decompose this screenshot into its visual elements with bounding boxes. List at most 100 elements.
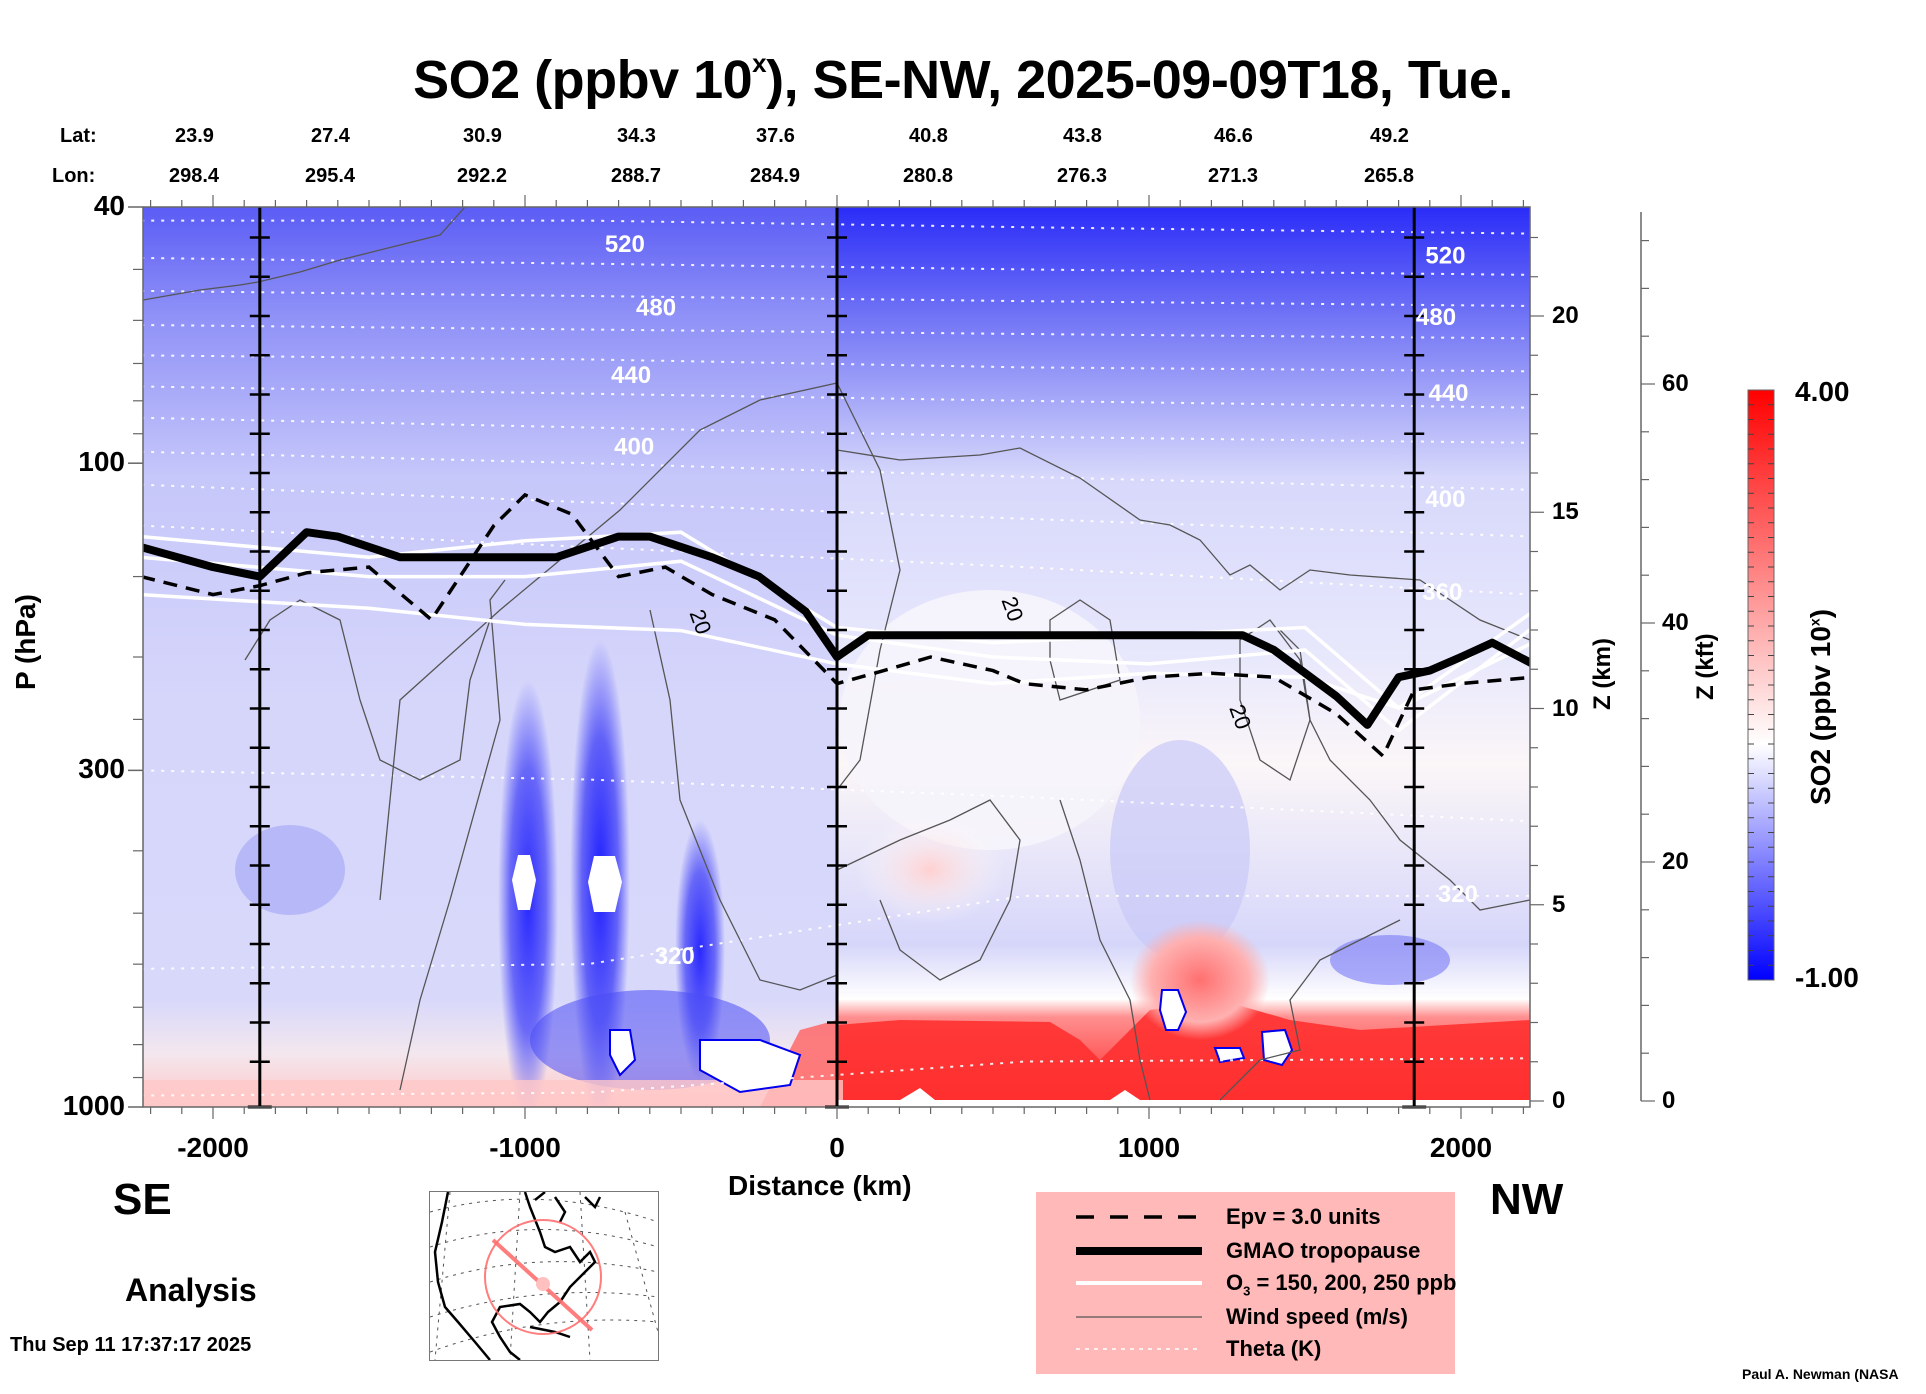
x-axis-title: Distance (km) (728, 1170, 912, 1201)
theta-label: 400 (614, 434, 654, 461)
colorbar-title: SO2 (ppbv 10x) (1805, 609, 1837, 805)
colorbar-title-sup: x (1806, 618, 1823, 627)
lon-value: 271.3 (1208, 165, 1259, 187)
graticule-line (429, 1261, 659, 1283)
axes (128, 195, 1655, 1119)
so2-blue-region-far-right (1330, 935, 1450, 985)
map-inset (429, 1191, 659, 1361)
y-axis-title: P (hPa) (10, 594, 41, 690)
z-km-tick-label: 15 (1552, 498, 1579, 526)
ozone-sub: 3 (1243, 1283, 1251, 1299)
z-km-tick-label: 5 (1552, 890, 1566, 918)
theta-label: 320 (1438, 881, 1478, 908)
z-km-axis-title: Z (km) (1589, 638, 1616, 710)
lon-value: 292.2 (457, 165, 508, 187)
z-km-tick-label: 20 (1552, 302, 1579, 329)
theta-label: 400 (1425, 486, 1465, 513)
title-superscript: x (752, 48, 767, 78)
missing-patch (512, 855, 536, 910)
map-radius-circle (484, 1219, 602, 1335)
coastline (433, 1191, 491, 1361)
x-tick-label: 2000 (1429, 1132, 1493, 1163)
lon-value: 276.3 (1057, 165, 1108, 187)
z-kft-tick-label: 20 (1662, 848, 1689, 875)
legend-swatch-dotted (1076, 1348, 1202, 1350)
colorbar-title-prefix: SO2 (ppbv 10 (1805, 626, 1836, 805)
y-tick-label: 1000 (62, 1090, 125, 1121)
wind-contour-line (1219, 919, 1401, 1101)
y-tick-label: 100 (78, 446, 125, 478)
map-svg (429, 1191, 659, 1361)
wind-contour-line (649, 609, 838, 991)
colorbar-min-label: -1.00 (1795, 962, 1859, 993)
wind-contour-line (244, 599, 491, 781)
wind-contour-line (399, 579, 506, 1091)
legend-label: O3 = 150, 200, 250 ppb (1226, 1270, 1456, 1298)
ozone-rest: = 150, 200, 250 ppb (1250, 1270, 1457, 1295)
theta-label: 480 (1416, 304, 1456, 331)
title-prefix: SO2 (ppbv 10 (413, 50, 753, 110)
legend-item-ozone: O3 = 150, 200, 250 ppb (1036, 1266, 1456, 1300)
legend-item-wind: Wind speed (m/s) (1036, 1300, 1455, 1334)
lat-value: 27.4 (311, 125, 350, 147)
missing-surface-strip (837, 1088, 1530, 1107)
legend-label: Wind speed (m/s) (1226, 1304, 1408, 1329)
ozone-contour-150 (143, 592, 1530, 710)
map-graticule (429, 1191, 659, 1361)
theta-contour-320 (143, 894, 1530, 970)
z-kft-tick-label: 0 (1662, 1087, 1676, 1114)
missing-patch (609, 1029, 637, 1077)
so2-red-blob (1130, 920, 1270, 1040)
lon-label: Lon: (52, 165, 96, 187)
theta-label: 440 (611, 362, 651, 389)
coastline (490, 1191, 597, 1361)
legend-swatch-white (1076, 1281, 1202, 1285)
wind-contour-line (836, 799, 1021, 981)
x-tick-label: -2000 (177, 1132, 249, 1163)
colorbar-ticks (1748, 404, 1774, 966)
z-kft-axis-title: Z (kft) (1692, 633, 1719, 700)
profile-lines (247, 207, 1427, 1109)
credit: Paul A. Newman (NASA (1742, 1366, 1899, 1382)
x-tick-label: -1000 (489, 1132, 561, 1163)
missing-patch (1158, 989, 1188, 1031)
lat-label: Lat: (60, 125, 97, 147)
graticule-line (429, 1229, 659, 1248)
z-kft-tick-label: 40 (1662, 609, 1689, 636)
lat-value: 43.8 (1063, 125, 1102, 147)
lat-value: 30.9 (463, 125, 502, 147)
theta-label: 480 (636, 295, 676, 322)
legend-item-tropopause: GMAO tropopause (1036, 1234, 1455, 1268)
coastline (529, 1325, 571, 1339)
wind-contour-line (379, 382, 901, 901)
legend-swatch-thin (1076, 1316, 1202, 1318)
lon-value: 298.4 (169, 165, 220, 187)
theta-label: 440 (1428, 380, 1468, 407)
wind-contours (143, 207, 1530, 1101)
ozone-o: O (1226, 1270, 1244, 1295)
graticule-line (429, 1292, 659, 1318)
z-kft-tick-label: 60 (1662, 370, 1689, 397)
so2-blue-region-left (235, 825, 345, 915)
legend-swatch-thick (1076, 1247, 1202, 1255)
ozone-contour-200 (143, 555, 1530, 733)
lat-value: 37.6 (756, 125, 795, 147)
lat-value: 40.8 (909, 125, 948, 147)
missing-patch (699, 1039, 802, 1094)
so2-white-region (840, 590, 1140, 850)
theta-contours (143, 219, 1530, 1097)
legend-swatch-dashed (1076, 1215, 1202, 1219)
lon-value: 265.8 (1364, 165, 1415, 187)
theta-label: 320 (655, 943, 695, 970)
missing-patch (588, 856, 622, 912)
title-suffix: ), SE-NW, 2025-09-09T18, Tue. (766, 50, 1513, 110)
lat-value: 23.9 (175, 125, 214, 147)
legend-label: Epv = 3.0 units (1226, 1204, 1381, 1229)
graticule-line (429, 1319, 659, 1353)
theta-label: 520 (1425, 243, 1465, 270)
direction-right-label: NW (1490, 1175, 1564, 1224)
timestamp: Thu Sep 11 17:37:17 2025 (10, 1334, 252, 1356)
wind-contour-line (143, 207, 466, 301)
legend: Epv = 3.0 units GMAO tropopause O3 = 150… (1036, 1192, 1456, 1374)
